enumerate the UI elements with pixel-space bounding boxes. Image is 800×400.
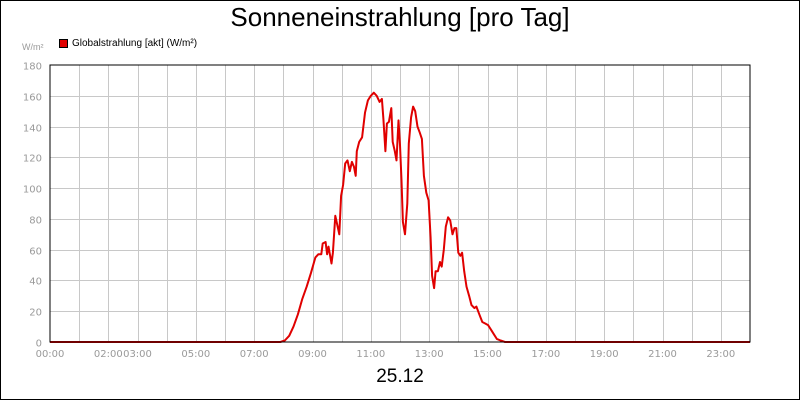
y-tick-label: 100 [23,185,42,196]
x-tick-label: 15:00 [473,349,502,360]
y-tick-label: 140 [23,124,42,135]
legend-swatch [59,39,68,48]
y-axis-unit-label: W/m² [22,42,44,52]
plot-border [49,64,751,343]
x-tick-label: 17:00 [531,349,560,360]
x-tick-label: 23:00 [706,349,735,360]
x-tick-label: 03:00 [123,349,152,360]
y-tick-label: 120 [23,154,42,165]
x-tick-label: 21:00 [648,349,677,360]
x-tick-label: 11:00 [356,349,385,360]
legend: Globalstrahlung [akt] (W/m²) [59,38,197,49]
chart-date: 25.12 [376,366,424,387]
y-tick-label: 160 [23,93,42,104]
legend-label: Globalstrahlung [akt] (W/m²) [72,38,198,49]
x-tick-label: 02:00 [94,349,123,360]
series-line-globalstrahlung [50,91,750,343]
x-tick-label: 05:00 [181,349,210,360]
grid [50,65,750,342]
y-tick-label: 40 [29,277,42,288]
x-tick-label: 00:00 [36,349,65,360]
chart-title: Sonneneinstrahlung [pro Tag] [230,2,570,32]
y-tick-label: 80 [29,216,42,227]
series-layer [50,91,750,343]
x-tick-label: 19:00 [590,349,619,360]
x-tick-label: 09:00 [298,349,327,360]
x-ticks: 00:00 02:00 03:00 05:00 07:00 09:00 11:00 13:00… [36,349,736,360]
y-tick-label: 20 [29,308,42,319]
y-tick-label: 60 [29,247,42,258]
x-tick-label: 07:00 [240,349,269,360]
y-tick-label: 180 [23,62,42,73]
y-ticks: 0 20 40 60 80 100 120 140 160 180 [23,62,42,350]
y-tick-label: 0 [36,339,42,350]
x-tick-label: 13:00 [415,349,444,360]
